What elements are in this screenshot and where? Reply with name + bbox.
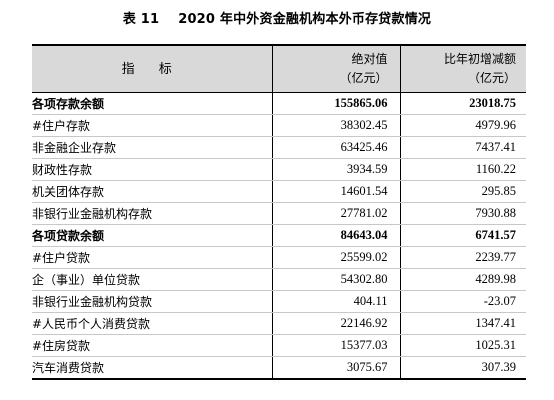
- row-change: 1160.22: [399, 158, 526, 181]
- table-row: #住房贷款 15377.03 1025.31: [32, 334, 526, 357]
- row-value: 155865.06: [271, 92, 400, 115]
- row-change: 6741.57: [399, 224, 526, 247]
- row-value: 404.11: [271, 290, 400, 313]
- header-absolute-value: 绝对值 （亿元）: [271, 44, 400, 93]
- row-change: 7930.88: [399, 202, 526, 225]
- header-absolute-value-line1: 绝对值: [351, 52, 388, 66]
- table-title: 表 11 2020 年中外资金融机构本外币存贷款情况: [122, 12, 432, 27]
- header-change-line1: 比年初增减额: [443, 52, 516, 66]
- row-value: 25599.02: [271, 246, 400, 269]
- row-label: #人民币个人消费贷款: [32, 312, 272, 335]
- table-row: 机关团体存款 14601.54 295.85: [32, 180, 526, 203]
- header-change-line2: （亿元）: [467, 71, 516, 85]
- row-label: 财政性存款: [32, 158, 272, 181]
- table-row: 非金融企业存款 63425.46 7437.41: [32, 136, 526, 159]
- row-value: 38302.45: [271, 114, 400, 137]
- table-row: 非银行业金融机构存款 27781.02 7930.88: [32, 202, 526, 225]
- table-row: 非银行业金融机构贷款 404.11 -23.07: [32, 290, 526, 313]
- row-value: 15377.03: [271, 334, 400, 357]
- table-row: 各项贷款余额 84643.04 6741.57: [32, 224, 526, 247]
- row-value: 63425.46: [271, 136, 400, 159]
- row-label: 各项存款余额: [32, 92, 272, 115]
- row-change: 4979.96: [399, 114, 526, 137]
- header-change-from-year-start: 比年初增减额 （亿元）: [399, 44, 526, 93]
- row-label: #住户存款: [32, 114, 272, 137]
- table-row: #住户存款 38302.45 4979.96: [32, 114, 526, 137]
- row-label: 汽车消费贷款: [32, 356, 272, 380]
- row-label: 非银行业金融机构贷款: [32, 290, 272, 313]
- row-label: 非银行业金融机构存款: [32, 202, 272, 225]
- row-label: 企（事业）单位贷款: [32, 268, 272, 291]
- row-change: 1347.41: [399, 312, 526, 335]
- deposit-loan-table: 指 标 绝对值 （亿元） 比年初增减额 （亿元） 各项存款余额 155865.0…: [32, 44, 526, 380]
- row-label: #住房贷款: [32, 334, 272, 357]
- row-change: 2239.77: [399, 246, 526, 269]
- row-change: 4289.98: [399, 268, 526, 291]
- header-absolute-value-line2: （亿元）: [339, 71, 388, 85]
- row-value: 22146.92: [271, 312, 400, 335]
- header-indicator: 指 标: [32, 44, 272, 93]
- row-change: 295.85: [399, 180, 526, 203]
- table-header-row: 指 标 绝对值 （亿元） 比年初增减额 （亿元）: [32, 44, 526, 93]
- row-change: -23.07: [399, 290, 526, 313]
- row-value: 3934.59: [271, 158, 400, 181]
- table-row: #人民币个人消费贷款 22146.92 1347.41: [32, 312, 526, 335]
- row-change: 23018.75: [399, 92, 526, 115]
- row-label: #住户贷款: [32, 246, 272, 269]
- row-value: 14601.54: [271, 180, 400, 203]
- table-row: 企（事业）单位贷款 54302.80 4289.98: [32, 268, 526, 291]
- row-value: 54302.80: [271, 268, 400, 291]
- row-label: 各项贷款余额: [32, 224, 272, 247]
- row-label: 非金融企业存款: [32, 136, 272, 159]
- row-value: 27781.02: [271, 202, 400, 225]
- table-row: #住户贷款 25599.02 2239.77: [32, 246, 526, 269]
- table-row: 汽车消费贷款 3075.67 307.39: [32, 356, 526, 380]
- table-row: 各项存款余额 155865.06 23018.75: [32, 92, 526, 115]
- row-label: 机关团体存款: [32, 180, 272, 203]
- row-value: 3075.67: [271, 356, 400, 380]
- row-change: 307.39: [399, 356, 526, 380]
- table-row: 财政性存款 3934.59 1160.22: [32, 158, 526, 181]
- row-change: 1025.31: [399, 334, 526, 357]
- row-value: 84643.04: [271, 224, 400, 247]
- row-change: 7437.41: [399, 136, 526, 159]
